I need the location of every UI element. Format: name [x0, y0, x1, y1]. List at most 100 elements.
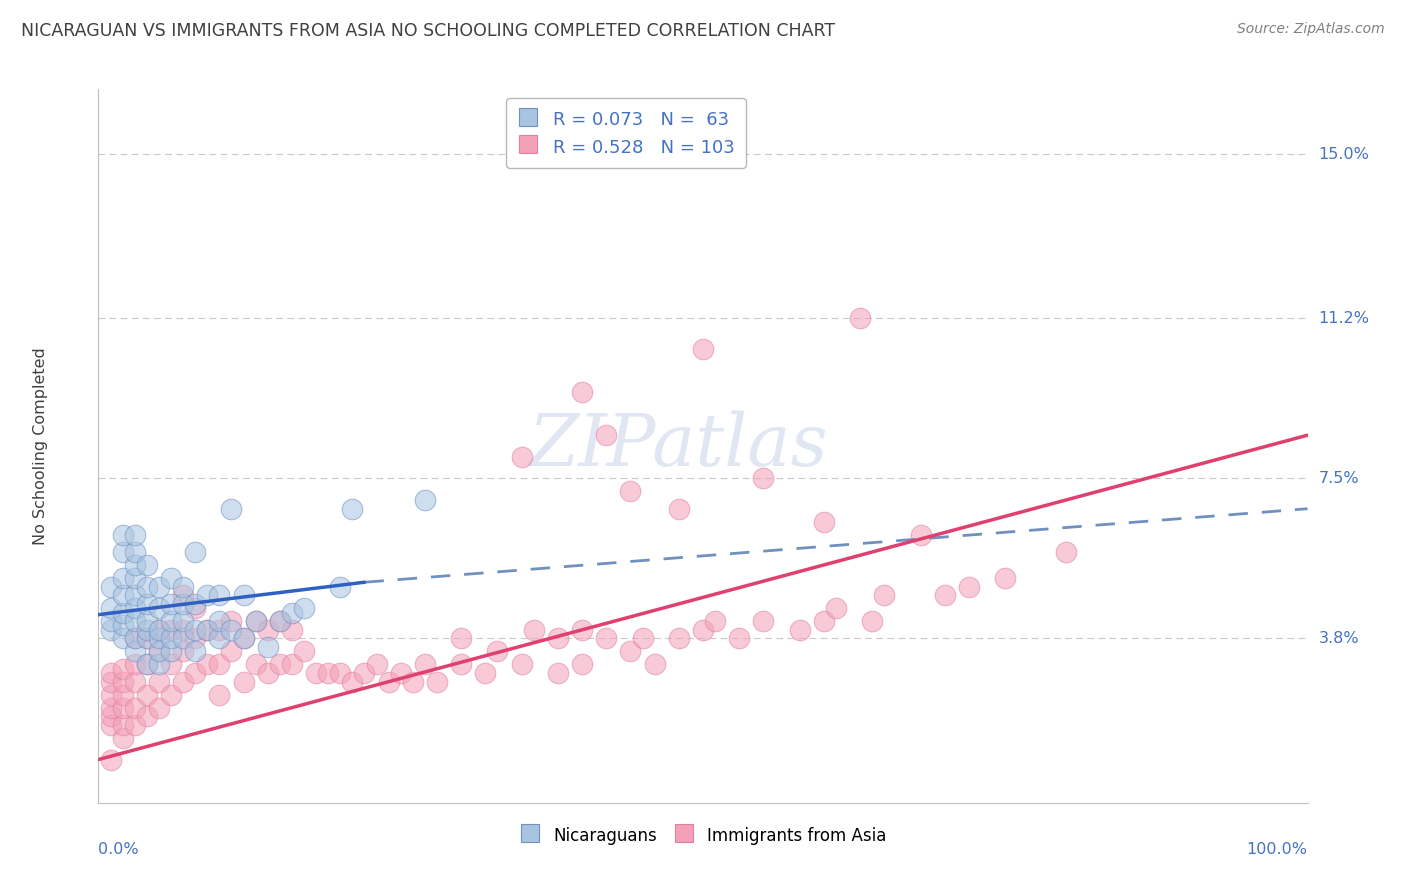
Point	[704, 614, 727, 628]
Point	[329, 580, 352, 594]
Text: 11.2%: 11.2%	[1319, 311, 1369, 326]
Point	[825, 601, 848, 615]
Legend: Nicaraguans, Immigrants from Asia: Nicaraguans, Immigrants from Asia	[513, 819, 893, 852]
Point	[172, 597, 194, 611]
Point	[124, 601, 146, 615]
Point	[184, 597, 207, 611]
Point	[221, 644, 243, 658]
Point	[124, 571, 146, 585]
Point	[148, 674, 170, 689]
Point	[124, 545, 146, 559]
Text: 7.5%: 7.5%	[1319, 471, 1360, 486]
Point	[148, 623, 170, 637]
Point	[595, 632, 617, 646]
Point	[353, 666, 375, 681]
Point	[232, 632, 254, 646]
Text: ZIPatlas: ZIPatlas	[529, 410, 828, 482]
Point	[413, 657, 436, 672]
Point	[644, 657, 666, 672]
Point	[450, 657, 472, 672]
Point	[160, 571, 183, 585]
Point	[124, 657, 146, 672]
Point	[692, 623, 714, 637]
Point	[208, 657, 231, 672]
Point	[160, 623, 183, 637]
Point	[256, 666, 278, 681]
Point	[813, 614, 835, 628]
Point	[148, 632, 170, 646]
Point	[523, 623, 546, 637]
Point	[100, 700, 122, 714]
Point	[184, 632, 207, 646]
Point	[692, 342, 714, 356]
Point	[135, 558, 157, 572]
Point	[994, 571, 1017, 585]
Point	[221, 623, 243, 637]
Text: 3.8%: 3.8%	[1319, 631, 1360, 646]
Point	[100, 623, 122, 637]
Point	[172, 632, 194, 646]
Point	[100, 601, 122, 615]
Point	[426, 674, 449, 689]
Point	[172, 614, 194, 628]
Point	[111, 571, 134, 585]
Point	[172, 588, 194, 602]
Point	[789, 623, 811, 637]
Point	[148, 580, 170, 594]
Point	[342, 674, 364, 689]
Point	[269, 614, 291, 628]
Text: NICARAGUAN VS IMMIGRANTS FROM ASIA NO SCHOOLING COMPLETED CORRELATION CHART: NICARAGUAN VS IMMIGRANTS FROM ASIA NO SC…	[21, 22, 835, 40]
Point	[860, 614, 883, 628]
Point	[124, 558, 146, 572]
Point	[619, 484, 641, 499]
Point	[292, 644, 315, 658]
Point	[413, 493, 436, 508]
Point	[160, 632, 183, 646]
Point	[547, 666, 569, 681]
Point	[402, 674, 425, 689]
Point	[111, 662, 134, 676]
Point	[595, 428, 617, 442]
Point	[571, 657, 593, 672]
Point	[100, 709, 122, 723]
Point	[281, 657, 304, 672]
Point	[208, 614, 231, 628]
Point	[172, 674, 194, 689]
Point	[135, 632, 157, 646]
Point	[631, 632, 654, 646]
Point	[111, 618, 134, 632]
Point	[135, 657, 157, 672]
Point	[450, 632, 472, 646]
Point	[232, 674, 254, 689]
Point	[195, 588, 218, 602]
Point	[873, 588, 896, 602]
Point	[256, 640, 278, 654]
Point	[148, 657, 170, 672]
Point	[305, 666, 328, 681]
Point	[1054, 545, 1077, 559]
Text: Source: ZipAtlas.com: Source: ZipAtlas.com	[1237, 22, 1385, 37]
Point	[111, 588, 134, 602]
Point	[269, 614, 291, 628]
Text: 100.0%: 100.0%	[1247, 842, 1308, 856]
Point	[547, 632, 569, 646]
Point	[135, 709, 157, 723]
Point	[195, 623, 218, 637]
Point	[245, 614, 267, 628]
Point	[124, 674, 146, 689]
Point	[849, 311, 872, 326]
Point	[389, 666, 412, 681]
Point	[232, 588, 254, 602]
Point	[148, 601, 170, 615]
Point	[184, 623, 207, 637]
Point	[752, 471, 775, 485]
Point	[221, 614, 243, 628]
Point	[100, 718, 122, 732]
Point	[111, 700, 134, 714]
Point	[135, 623, 157, 637]
Point	[245, 614, 267, 628]
Point	[208, 632, 231, 646]
Point	[510, 657, 533, 672]
Point	[160, 614, 183, 628]
Point	[486, 644, 509, 658]
